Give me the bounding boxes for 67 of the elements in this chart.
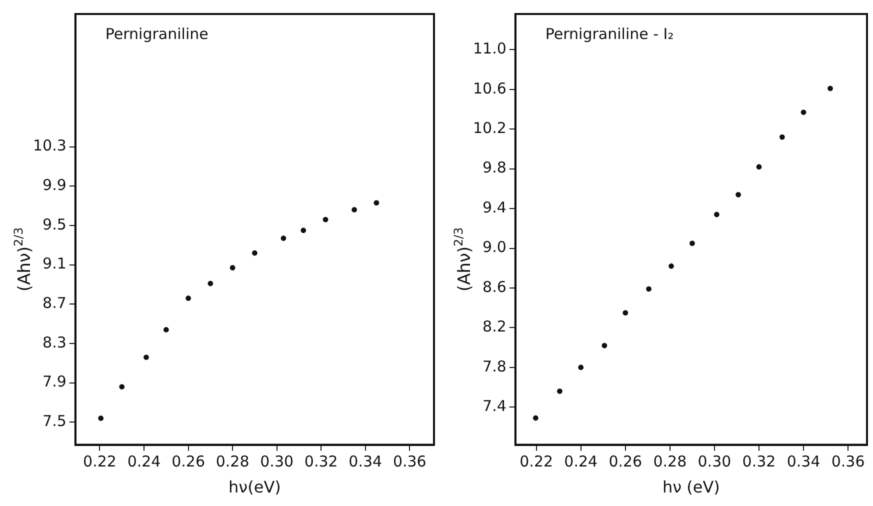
x-tick-label: 0.30 [260, 452, 294, 471]
y-tick-label: 11.0 [472, 40, 506, 58]
point [622, 310, 628, 316]
point [208, 280, 214, 286]
x-tick-label: 0.30 [698, 452, 732, 471]
point [714, 212, 720, 218]
y-tick-label: 7.9 [42, 372, 66, 391]
y-tick-label: 10.3 [32, 136, 66, 155]
x-tick-label: 0.26 [172, 452, 205, 471]
x-tick-label: 0.26 [608, 452, 642, 471]
y-tick-label: 7.8 [482, 357, 506, 376]
point [736, 192, 741, 198]
x-tick-label: 0.34 [348, 452, 382, 471]
point [230, 265, 236, 270]
point [557, 388, 562, 394]
x-tick-label: 0.36 [392, 452, 426, 471]
y-tick-label: 7.4 [482, 396, 506, 415]
point [163, 327, 169, 332]
point [186, 296, 191, 301]
y-tick-label: 10.2 [472, 119, 506, 138]
point [668, 263, 674, 269]
x-tick-label: 0.36 [831, 452, 865, 471]
point [532, 415, 538, 421]
x-tick-label: 0.24 [564, 452, 598, 471]
x-tick-label: 0.24 [127, 452, 161, 471]
point [144, 354, 149, 360]
text: Pernigraniline - I₂ [545, 25, 674, 43]
point [828, 86, 833, 92]
point [300, 228, 306, 234]
y-tick-label: 10.6 [472, 79, 506, 98]
point [374, 200, 380, 206]
point [779, 134, 785, 140]
x-tick-label: 0.28 [216, 452, 250, 471]
y-tick-label: 9.1 [42, 254, 66, 273]
y-tick-label: 9.5 [42, 215, 66, 234]
x-tick-label: 0.22 [83, 452, 116, 471]
y-tick-label: 9.8 [482, 158, 506, 177]
y-tick-label: 9.0 [482, 238, 506, 256]
x-tick-label: 0.32 [742, 452, 776, 471]
x-tick-label: 0.28 [653, 452, 687, 471]
y-tick-label: 8.6 [482, 278, 506, 296]
y-tick-label: 7.5 [42, 412, 66, 430]
x-axis-title: hν(eV) [228, 478, 281, 497]
point [98, 416, 104, 421]
x-tick-label: 0.32 [304, 452, 338, 471]
y-tick-label: 8.2 [482, 318, 506, 336]
text: Pernigraniline [105, 25, 208, 43]
point [646, 286, 652, 292]
y-tick-label: 9.9 [42, 176, 66, 194]
point [322, 216, 328, 222]
x-axis-title: hν (eV) [662, 478, 720, 497]
x-tick-label: 0.34 [786, 452, 820, 471]
point [119, 384, 125, 390]
point [352, 207, 358, 212]
y-tick-label: 9.4 [482, 198, 506, 216]
point [252, 250, 258, 256]
point [602, 342, 608, 348]
point [756, 164, 762, 170]
x-tick-label: 0.22 [520, 452, 554, 471]
point [800, 110, 806, 115]
point [578, 364, 584, 370]
y-axis-title: (Ahν)2/3 [11, 227, 35, 292]
point [280, 236, 286, 241]
y-axis-title: (Ahν)2/3 [451, 227, 475, 292]
y-tick-label: 8.3 [42, 333, 66, 352]
point [690, 240, 695, 246]
y-tick-label: 8.7 [42, 294, 66, 312]
